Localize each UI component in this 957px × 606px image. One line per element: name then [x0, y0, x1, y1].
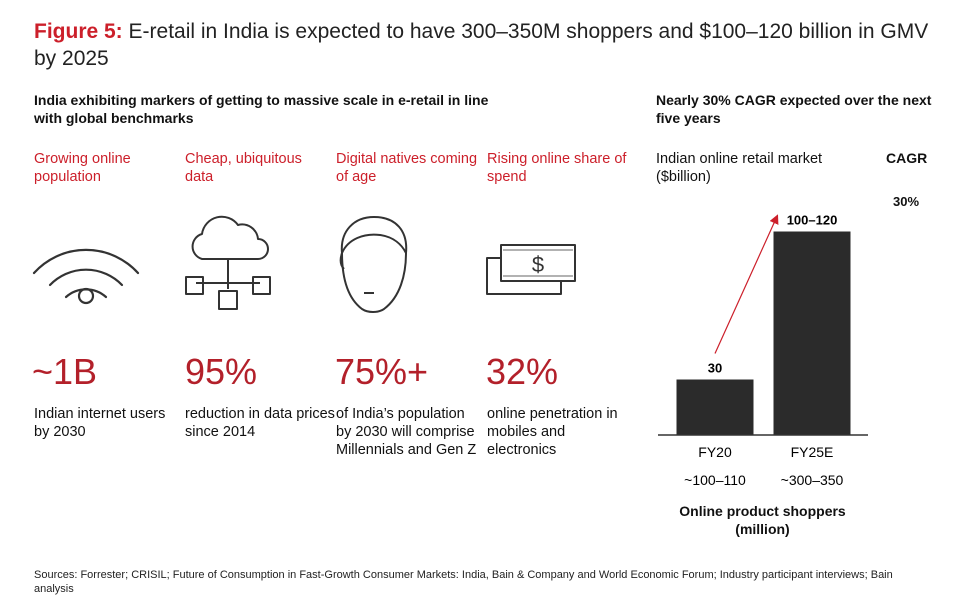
cagr-header: CAGR	[886, 150, 928, 166]
desc-internet-users: Indian internet users by 2030	[34, 406, 166, 440]
cagr-value: 30%	[893, 194, 920, 209]
bar-value-label-fy20: 30	[708, 361, 722, 376]
shoppers-label-fy20: ~100–110	[684, 472, 746, 488]
category-label-fy20: FY20	[698, 444, 732, 460]
cagr-arrow	[714, 214, 779, 354]
marker-label-online-population: Growing online population	[34, 151, 131, 185]
figure-label: Figure 5:	[34, 20, 123, 43]
desc-data-price-reduction: reduction in data prices since 2014	[185, 406, 335, 440]
cloud-network-icon	[185, 215, 271, 310]
source-note: Sources: Forrester; CRISIL; Future of Co…	[34, 569, 893, 595]
svg-text:$: $	[532, 252, 544, 277]
right-subtitle: Nearly 30% CAGR expected over the next f…	[656, 92, 932, 126]
stat-online-penetration: 32%	[486, 351, 559, 392]
wifi-icon	[32, 248, 140, 305]
marker-label-online-spend: Rising online share of spend	[487, 151, 627, 185]
shoppers-label-fy25e: ~300–350	[781, 472, 844, 488]
stat-young-population: 75%+	[335, 351, 429, 392]
figure-title: Figure 5: E-retail in India is expected …	[34, 18, 934, 72]
dollar-bills-icon: $	[486, 244, 576, 295]
market-label: Indian online retail market ($billion)	[656, 151, 823, 185]
shoppers-label: Online product shoppers (million)	[679, 503, 846, 537]
marker-label-cheap-data: Cheap, ubiquitous data	[185, 151, 302, 185]
desc-online-penetration: online penetration in mobiles and electr…	[487, 406, 618, 458]
left-subtitle: India exhibiting markers of getting to m…	[34, 92, 489, 126]
figure-title-text: E-retail in India is expected to have 30…	[34, 20, 929, 70]
bar-fy20	[676, 379, 754, 435]
bar-value-label-fy25e: 100–120	[787, 213, 838, 228]
desc-young-population: of India’s population by 2030 will compr…	[336, 406, 477, 458]
bar-fy25e	[773, 231, 851, 435]
stat-internet-users: ~1B	[32, 351, 98, 392]
person-face-icon	[339, 216, 408, 313]
market-bar-chart: 30 100–120 FY20 FY25E ~100–110 ~300–350	[658, 213, 868, 488]
stat-data-price-reduction: 95%	[185, 351, 258, 392]
marker-label-digital-natives: Digital natives coming of age	[336, 151, 478, 185]
category-label-fy25e: FY25E	[791, 444, 834, 460]
